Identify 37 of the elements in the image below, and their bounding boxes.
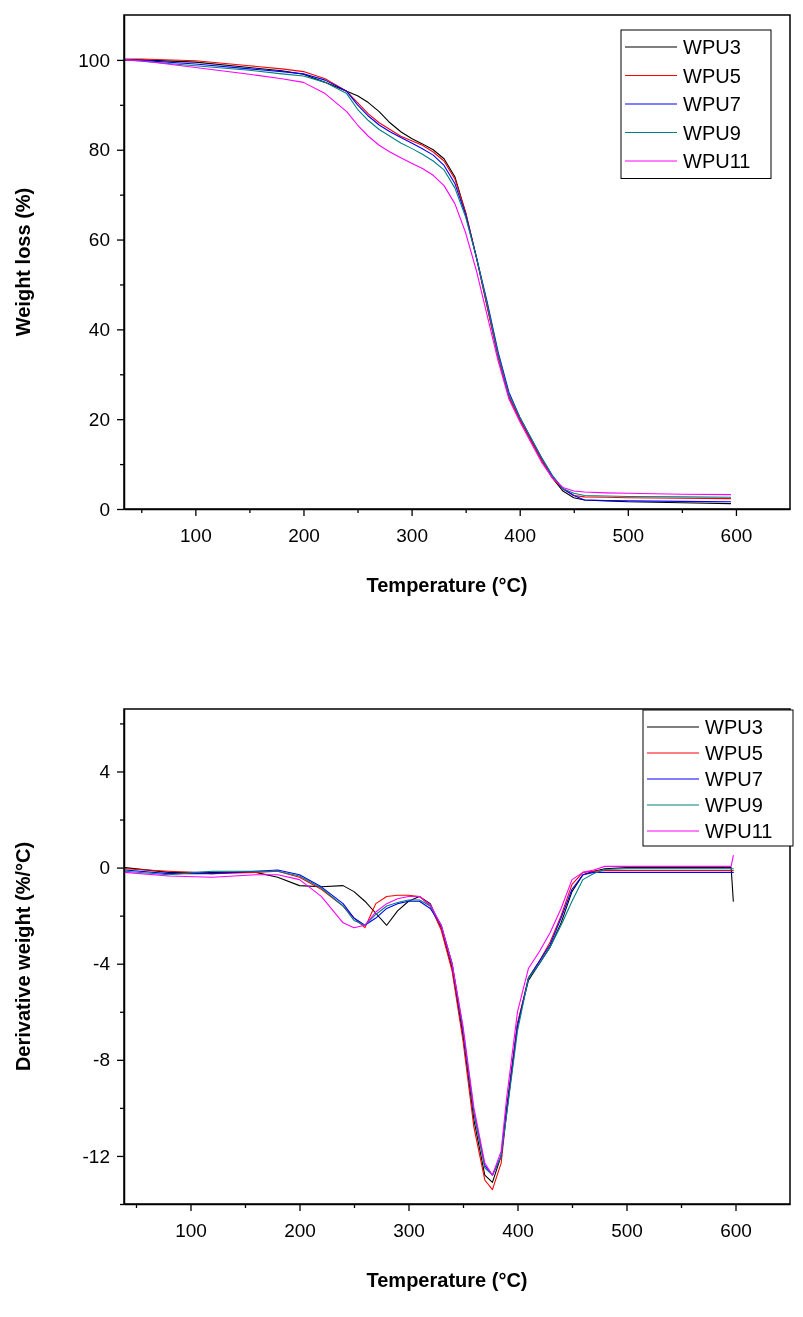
x-axis-title: Temperature (°C) — [366, 574, 528, 596]
legend-label: WPU5 — [705, 742, 763, 764]
y-tick-label: 100 — [78, 49, 110, 71]
y-tick-label: -4 — [93, 953, 111, 975]
x-tick-label: 500 — [611, 1220, 643, 1242]
y-tick-label: 20 — [88, 408, 110, 430]
x-tick-label: 600 — [720, 1220, 752, 1242]
x-tick-label: 500 — [612, 525, 645, 547]
x-axis-title: Temperature (°C) — [366, 1269, 528, 1291]
x-tick-label: 300 — [393, 1220, 425, 1242]
legend-label: WPU7 — [705, 768, 763, 790]
x-tick-label: 100 — [175, 1220, 207, 1242]
y-tick-label: 0 — [99, 498, 110, 520]
y-tick-label: -8 — [93, 1049, 110, 1071]
legend-label: WPU11 — [705, 820, 773, 842]
legend-label: WPU11 — [683, 150, 751, 172]
x-tick-label: 200 — [288, 525, 320, 547]
x-tick-label: 400 — [502, 1220, 534, 1242]
legend-label: WPU3 — [705, 716, 763, 738]
x-tick-label: 400 — [504, 525, 537, 547]
legend-label: WPU3 — [683, 36, 741, 58]
y-tick-label: -12 — [82, 1145, 110, 1167]
x-tick-label: 300 — [396, 525, 428, 547]
y-tick-label: 4 — [99, 761, 111, 783]
legend-label: WPU9 — [683, 121, 741, 144]
y-tick-label: 0 — [99, 857, 110, 879]
x-tick-label: 600 — [720, 525, 753, 547]
legend-label: WPU7 — [683, 93, 741, 115]
x-tick-label: 200 — [284, 1220, 316, 1242]
legend-label: WPU9 — [705, 794, 763, 816]
y-axis-title: Derivative weight (%/°C) — [12, 841, 34, 1072]
y-tick-label: 60 — [88, 229, 110, 251]
y-tick-label: 80 — [88, 139, 110, 161]
y-axis-title: Weight loss (%) — [12, 187, 34, 337]
x-tick-label: 100 — [180, 525, 212, 547]
legend-label: WPU5 — [683, 64, 741, 87]
y-tick-label: 40 — [88, 318, 110, 340]
